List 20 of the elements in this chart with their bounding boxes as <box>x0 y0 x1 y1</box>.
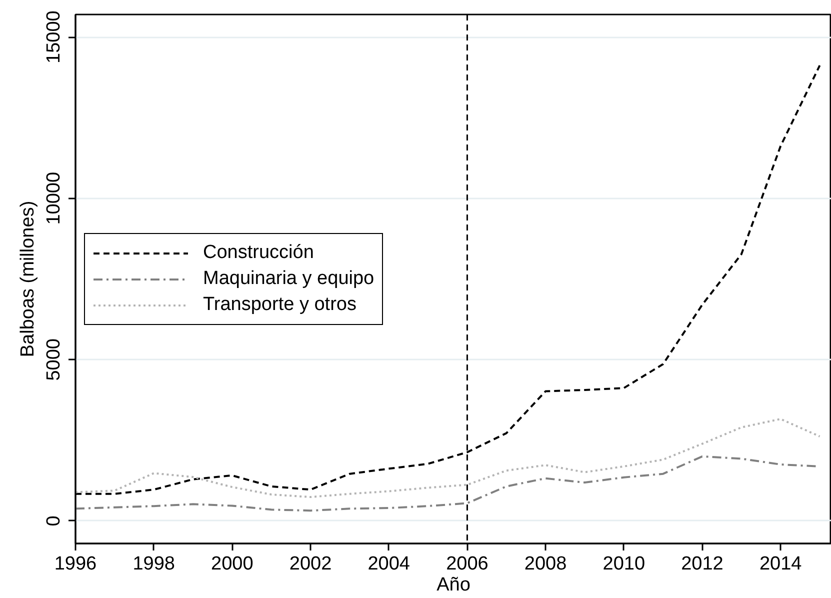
x-tick-label: 1998 <box>132 554 175 574</box>
x-tick-label: 2010 <box>602 554 646 574</box>
x-tick-label: 2002 <box>289 554 332 574</box>
x-tick-label: 2004 <box>368 554 410 574</box>
x-tick-label: 2006 <box>446 554 488 574</box>
x-tick-label: 2008 <box>524 554 567 574</box>
x-tick-label: 2000 <box>211 554 254 574</box>
legend-label: Construcción <box>203 242 314 264</box>
x-tick-label: 2012 <box>681 554 724 574</box>
y-tick-label: 10000 <box>44 172 64 225</box>
y-tick-label: 0 <box>44 516 64 526</box>
legend-label: Transporte y otros <box>203 294 356 316</box>
y-tick-label: 5000 <box>44 338 64 381</box>
x-axis-title: Año <box>436 574 470 596</box>
y-tick-label: 15000 <box>44 10 64 64</box>
x-tick-label: 2014 <box>759 554 802 574</box>
line-series <box>76 418 821 498</box>
x-tick-label: 1996 <box>54 554 97 574</box>
y-axis-title: Balboas (millones) <box>18 200 38 358</box>
legend-label: Maquinaria y equipo <box>203 268 374 290</box>
